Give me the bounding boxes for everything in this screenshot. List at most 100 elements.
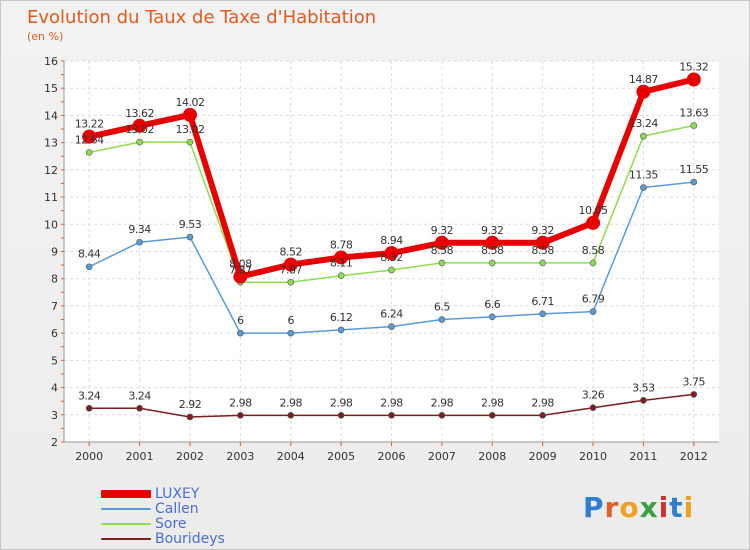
data-label-luxey: 8.78 <box>330 238 353 251</box>
y-tick-label: 4 <box>51 382 58 395</box>
y-tick-label: 11 <box>44 191 58 204</box>
data-point-luxey <box>586 215 601 230</box>
data-label-callen: 6.71 <box>531 295 554 308</box>
data-point-luxey <box>686 72 701 87</box>
x-tick-label: 2009 <box>529 450 557 463</box>
data-label-sore: 8.11 <box>330 257 353 270</box>
data-label-luxey: 9.32 <box>531 224 554 237</box>
y-tick-label: 14 <box>44 109 58 122</box>
data-label-sore: 8.58 <box>582 244 605 257</box>
data-point-bourideys <box>488 412 496 419</box>
data-label-bourideys: 2.98 <box>330 396 353 409</box>
legend-swatch <box>101 490 151 498</box>
data-label-sore: 8.58 <box>431 244 454 257</box>
data-label-callen: 6 <box>287 314 294 327</box>
data-label-sore: 13.02 <box>125 123 154 136</box>
y-tick-label: 13 <box>44 137 58 150</box>
y-tick-label: 3 <box>51 409 58 422</box>
data-label-callen: 6.6 <box>484 298 500 311</box>
data-label-luxey: 15.32 <box>679 61 708 74</box>
data-label-bourideys: 3.24 <box>78 389 101 402</box>
proxiti-logo: Proxiti <box>583 491 694 524</box>
data-label-callen: 6.24 <box>380 308 403 321</box>
data-point-luxey <box>636 84 651 99</box>
data-point-luxey <box>283 257 298 272</box>
data-label-bourideys: 2.98 <box>531 396 554 409</box>
data-point-bourideys <box>690 391 698 398</box>
data-label-luxey: 10.05 <box>579 204 608 217</box>
data-point-luxey <box>535 235 550 250</box>
logo-letter: r <box>604 491 620 524</box>
x-tick-label: 2008 <box>478 450 506 463</box>
data-label-bourideys: 3.26 <box>582 389 605 402</box>
logo-letter: i <box>683 491 695 524</box>
data-point-sore <box>136 138 143 146</box>
logo-letter: i <box>658 491 670 524</box>
x-tick-label: 2012 <box>680 450 708 463</box>
legend-swatch <box>101 538 151 540</box>
data-point-sore <box>690 122 698 129</box>
data-label-luxey: 8.08 <box>229 258 252 271</box>
data-label-sore: 8.32 <box>380 251 403 264</box>
data-point-bourideys <box>640 397 647 404</box>
y-tick-label: 12 <box>44 164 58 177</box>
data-label-luxey: 8.52 <box>279 246 302 259</box>
data-label-callen: 6.79 <box>582 293 605 306</box>
data-point-callen <box>287 329 295 337</box>
data-point-callen <box>186 233 194 241</box>
data-label-luxey: 14.87 <box>629 73 658 86</box>
logo-letter: P <box>583 491 605 524</box>
data-label-sore: 13.63 <box>679 106 708 119</box>
data-label-callen: 11.55 <box>679 163 708 176</box>
data-label-callen: 6 <box>237 314 244 327</box>
data-label-bourideys: 2.98 <box>481 396 504 409</box>
data-point-bourideys <box>589 404 597 412</box>
data-point-luxey <box>485 235 500 250</box>
data-point-luxey <box>82 129 97 144</box>
data-point-bourideys <box>337 412 345 419</box>
data-point-callen <box>237 329 244 337</box>
logo-letter: o <box>619 491 640 524</box>
x-tick-label: 2004 <box>277 450 305 463</box>
data-label-sore: 8.58 <box>531 244 554 257</box>
x-tick-label: 2005 <box>327 450 355 463</box>
x-tick-label: 2001 <box>126 450 154 463</box>
data-point-bourideys <box>85 404 93 412</box>
data-point-bourideys <box>287 412 295 419</box>
x-tick-label: 2000 <box>75 450 103 463</box>
legend-label: Callen <box>155 501 199 517</box>
data-point-sore <box>388 266 395 274</box>
data-label-bourideys: 2.98 <box>229 396 252 409</box>
data-point-sore <box>186 138 194 146</box>
y-tick-label: 5 <box>51 354 58 367</box>
legend-label: LUXEY <box>155 486 200 502</box>
data-point-bourideys <box>438 412 446 419</box>
y-tick-label: 16 <box>44 55 58 68</box>
y-tick-label: 15 <box>44 82 58 95</box>
logo-letter: x <box>639 491 659 524</box>
data-label-sore: 12.64 <box>75 133 104 146</box>
data-point-luxey <box>384 246 399 261</box>
data-point-sore <box>539 259 546 267</box>
chart-title: Evolution du Taux de Taxe d'Habitation <box>27 7 377 28</box>
data-label-sore: 8.58 <box>481 244 504 257</box>
data-point-luxey <box>132 118 147 133</box>
data-label-callen: 9.34 <box>128 223 151 236</box>
data-point-luxey <box>334 250 349 265</box>
legend-swatch <box>101 508 151 510</box>
data-point-callen <box>640 184 647 191</box>
data-label-bourideys: 3.53 <box>632 381 655 394</box>
y-tick-label: 8 <box>51 273 58 286</box>
data-label-sore: 7.87 <box>279 263 302 276</box>
data-label-sore: 7.87 <box>229 263 252 276</box>
data-label-bourideys: 2.98 <box>380 396 403 409</box>
data-label-callen: 6.12 <box>330 311 353 324</box>
x-tick-label: 2003 <box>226 450 254 463</box>
data-label-sore: 13.02 <box>175 123 204 136</box>
data-label-luxey: 8.94 <box>380 234 403 247</box>
data-label-luxey: 13.62 <box>125 107 154 120</box>
data-point-sore <box>589 259 597 267</box>
x-tick-label: 2007 <box>428 450 456 463</box>
